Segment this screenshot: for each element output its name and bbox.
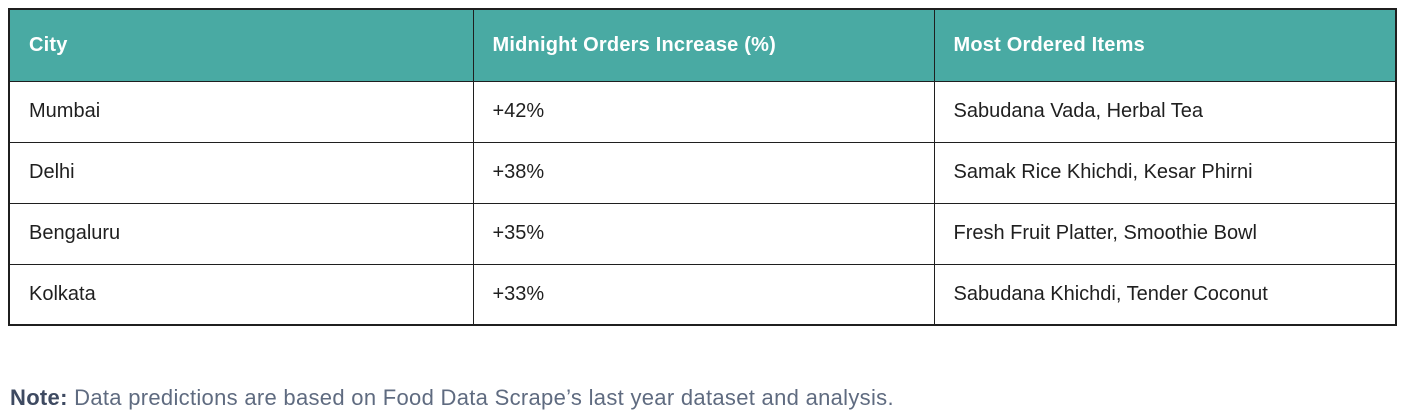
cell-items: Fresh Fruit Platter, Smoothie Bowl — [933, 202, 1397, 265]
col-header-midnight-orders-increase: Midnight Orders Increase (%) — [472, 8, 935, 82]
table-row: Bengaluru +35% Fresh Fruit Platter, Smoo… — [8, 202, 1397, 265]
cell-city: Bengaluru — [8, 202, 474, 265]
cell-items: Samak Rice Khichdi, Kesar Phirni — [933, 141, 1397, 204]
page: City Midnight Orders Increase (%) Most O… — [0, 8, 1427, 411]
cell-items: Sabudana Khichdi, Tender Coconut — [933, 263, 1397, 326]
cell-items: Sabudana Vada, Herbal Tea — [933, 80, 1397, 143]
table-row: Kolkata +33% Sabudana Khichdi, Tender Co… — [8, 263, 1397, 326]
cell-increase: +42% — [472, 80, 935, 143]
header-row: City Midnight Orders Increase (%) Most O… — [8, 8, 1397, 82]
midnight-orders-table: City Midnight Orders Increase (%) Most O… — [8, 8, 1397, 326]
cell-increase: +38% — [472, 141, 935, 204]
col-header-city: City — [8, 8, 474, 82]
table-header: City Midnight Orders Increase (%) Most O… — [8, 8, 1397, 82]
col-header-most-ordered-items: Most Ordered Items — [933, 8, 1397, 82]
note-text: Data predictions are based on Food Data … — [74, 385, 894, 410]
cell-increase: +33% — [472, 263, 935, 326]
note-label: Note: — [10, 385, 68, 410]
cell-city: Kolkata — [8, 263, 474, 326]
table-row: Delhi +38% Samak Rice Khichdi, Kesar Phi… — [8, 141, 1397, 204]
cell-city: Delhi — [8, 141, 474, 204]
cell-city: Mumbai — [8, 80, 474, 143]
table-row: Mumbai +42% Sabudana Vada, Herbal Tea — [8, 80, 1397, 143]
table-body: Mumbai +42% Sabudana Vada, Herbal Tea De… — [8, 80, 1397, 326]
note: Note: Data predictions are based on Food… — [10, 384, 894, 411]
cell-increase: +35% — [472, 202, 935, 265]
